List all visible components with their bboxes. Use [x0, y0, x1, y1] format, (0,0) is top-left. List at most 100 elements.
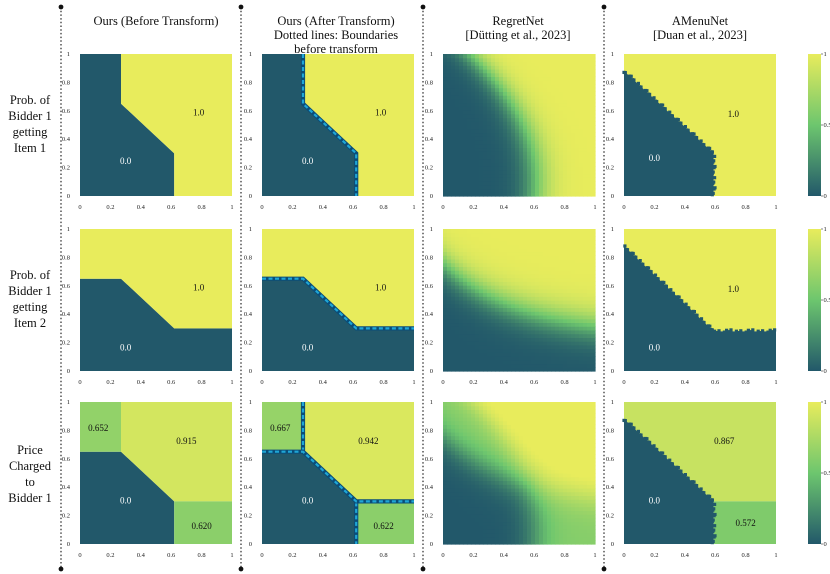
heatmap-cell	[539, 80, 544, 85]
heatmap-cell	[471, 465, 476, 470]
heatmap-cell	[567, 439, 572, 444]
heatmap-cell	[539, 262, 544, 267]
heatmap-cell	[459, 255, 464, 260]
heatmap-cell	[591, 341, 596, 346]
heatmap-cell	[451, 428, 456, 433]
heatmap-cell	[499, 236, 504, 241]
heatmap-cell	[531, 461, 536, 467]
heatmap-cell	[543, 532, 548, 538]
heatmap-cell	[451, 450, 456, 455]
heatmap-cell	[567, 495, 572, 500]
heatmap-cell	[559, 318, 564, 324]
heatmap-cell	[555, 258, 560, 264]
heatmap-cell	[539, 292, 544, 297]
heatmap-cell	[511, 136, 516, 141]
heatmap-cell	[459, 151, 464, 156]
heatmap-cell	[475, 311, 480, 316]
heatmap-cell	[591, 143, 596, 149]
heatmap-cell	[531, 181, 536, 186]
heatmap-cell	[455, 326, 460, 331]
heatmap-cell	[515, 192, 520, 197]
heatmap-cell	[591, 188, 596, 193]
heatmap-cell	[591, 446, 596, 452]
heatmap-cell	[531, 439, 536, 444]
heatmap-cell	[507, 262, 512, 267]
heatmap-cell	[459, 188, 464, 193]
heatmap-cell	[503, 83, 508, 89]
heatmap-cell	[487, 251, 492, 256]
heatmap-cell	[499, 255, 504, 260]
heatmap-cell	[463, 514, 468, 519]
heatmap-cell	[539, 435, 544, 440]
heatmap-cell	[479, 117, 484, 122]
heatmap-cell	[459, 240, 464, 245]
heatmap-cell	[523, 314, 528, 320]
heatmap-cell	[507, 68, 512, 74]
heatmap-cell	[499, 303, 504, 309]
heatmap-cell	[555, 409, 560, 414]
region-value-label: 0.867	[714, 436, 735, 446]
heatmap-cell	[467, 476, 472, 482]
y-tick-label: 1	[611, 226, 614, 233]
colorbar-tick-label: 0	[824, 541, 827, 548]
heatmap-cell	[483, 439, 488, 444]
heatmap-cell	[499, 285, 504, 290]
heatmap-cell	[499, 273, 504, 279]
heatmap-cell	[527, 181, 532, 186]
heatmap-cell	[559, 57, 564, 63]
heatmap-cell	[471, 181, 476, 186]
heatmap-cell	[443, 83, 448, 89]
heatmap-cell	[535, 491, 540, 497]
heatmap-cell	[455, 98, 460, 104]
heatmap-cell	[551, 136, 556, 141]
heatmap-cell	[559, 125, 564, 130]
heatmap-cell	[463, 132, 468, 137]
y-tick-label: 0.4	[62, 136, 71, 143]
heatmap-cell	[519, 465, 524, 470]
heatmap-cell	[479, 270, 484, 275]
heatmap-cell	[507, 413, 512, 418]
y-tick-label: 0.8	[425, 254, 433, 261]
heatmap-cell	[475, 446, 480, 452]
heatmap-cell	[451, 296, 456, 301]
heatmap-cell	[515, 450, 520, 455]
heatmap-cell	[459, 139, 464, 145]
heatmap-cell	[543, 57, 548, 63]
heatmap-cell	[583, 277, 588, 282]
heatmap-cell	[547, 420, 552, 426]
heatmap-cell	[447, 240, 452, 245]
heatmap-cell	[443, 435, 448, 440]
heatmap-cell	[487, 431, 492, 437]
heatmap-cell	[447, 461, 452, 467]
heatmap-cell	[587, 121, 592, 126]
heatmap-cell	[531, 128, 536, 134]
heatmap-cell	[575, 521, 580, 526]
heatmap-cell	[571, 188, 576, 193]
heatmap-region	[80, 402, 121, 452]
heatmap-cell	[463, 292, 468, 297]
heatmap-cell	[495, 266, 500, 271]
heatmap-cell	[479, 439, 484, 444]
heatmap-cell	[587, 173, 592, 178]
heatmap-cell	[467, 281, 472, 286]
heatmap-cell	[475, 162, 480, 167]
heatmap-cell	[515, 469, 520, 474]
heatmap-cell	[455, 240, 460, 245]
heatmap-cell	[543, 435, 548, 440]
heatmap-cell	[447, 473, 452, 478]
heatmap-cell	[479, 169, 484, 175]
heatmap-cell	[463, 285, 468, 290]
heatmap-cell	[479, 409, 484, 414]
heatmap-cell	[563, 83, 568, 89]
heatmap-cell	[527, 409, 532, 414]
heatmap-cell	[575, 76, 580, 81]
heatmap-cell	[547, 352, 552, 357]
heatmap-cell	[487, 439, 492, 444]
heatmap-cell	[571, 521, 576, 526]
heatmap-cell	[491, 143, 496, 149]
heatmap-cell	[459, 80, 464, 85]
heatmap-cell	[543, 311, 548, 316]
heatmap-cell	[451, 232, 456, 238]
heatmap-edge-cell	[709, 328, 713, 332]
heatmap-cell	[543, 232, 548, 238]
